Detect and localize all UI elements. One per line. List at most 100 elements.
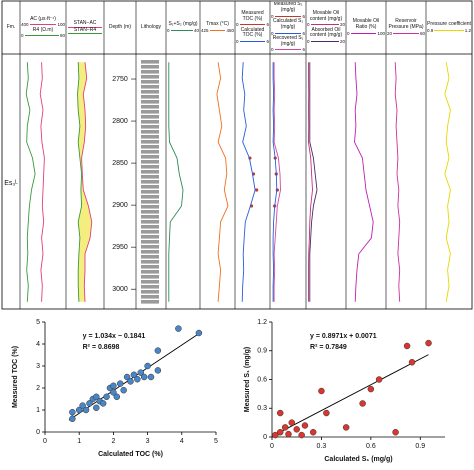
curve-name: Calculated S₁ (mg/g): [272, 18, 304, 30]
point: [288, 419, 296, 426]
track-header-box: S₁+S₂ (mg/g) 0 40: [167, 2, 199, 53]
lithology-column: [141, 60, 159, 305]
scale-min: 400: [21, 22, 29, 28]
track-header-box: AC (μs·ft⁻¹) 400 100 R4 (Ω.m) 0 80: [21, 2, 65, 53]
point: [103, 393, 110, 401]
curve-scale: 0.9 1.2: [427, 28, 471, 33]
y-axis-label: Measured S₁ (mg/g): [244, 347, 251, 413]
scale-min: 0: [307, 39, 310, 44]
x-tick-label: 3: [146, 438, 150, 445]
track-header-box: Pressure coefficient 0.9 1.2: [427, 2, 471, 53]
scale-line: [24, 35, 59, 37]
x-tick-label: 0: [270, 443, 274, 450]
track-header-box: Movable Oil Ratio (%) 0 100: [347, 2, 385, 53]
scale-max: 20: [339, 22, 345, 28]
curve-name: AC (μs·ft⁻¹): [30, 15, 56, 22]
point: [281, 424, 289, 431]
scale-line: [274, 16, 302, 18]
x-tick-label: 5: [214, 438, 218, 445]
curve-scale: 0 100: [347, 31, 385, 36]
point: [144, 362, 151, 370]
lithology-header: Lithology: [140, 23, 161, 30]
depth-header: Depth (m): [108, 23, 132, 30]
point: [86, 400, 93, 407]
scale-max: 100: [377, 30, 385, 36]
scale-max: 40: [193, 27, 199, 33]
point: [318, 387, 325, 395]
log-curve: [308, 62, 313, 302]
log-curve: [81, 62, 93, 302]
point: [285, 430, 292, 438]
scale-line: [239, 41, 266, 43]
scale-line: [310, 41, 339, 43]
curve-name: Tmax (°C): [206, 21, 229, 28]
point: [137, 369, 145, 376]
point: [392, 428, 399, 436]
depth-tick-label: 2900: [112, 202, 128, 209]
log-curve: [25, 62, 36, 302]
point: [116, 380, 124, 387]
point: [175, 325, 182, 332]
equation: y = 1.034x − 0.1841: [83, 333, 146, 340]
depth-tick-label: 2800: [112, 118, 128, 125]
point: [408, 359, 416, 366]
point: [110, 382, 117, 390]
formation-label: Es₃ᴸ: [4, 180, 18, 187]
curve-name: Reservoir Pressure (MPa): [388, 18, 424, 30]
point: [298, 431, 305, 439]
scale-line: [393, 32, 419, 34]
y-tick-label: 0: [263, 434, 267, 441]
x-tick-label: 4: [180, 438, 184, 445]
curve-scale: 20 60: [387, 31, 425, 36]
y-tick-label: 5: [36, 319, 40, 326]
curve-scale: 0 20: [307, 22, 345, 27]
scale-line: [274, 32, 302, 34]
x-axis-label: Calculated S₁ (mg/g): [324, 456, 392, 463]
scale-min: 0: [271, 30, 274, 36]
point: [82, 406, 90, 414]
point: [120, 386, 127, 394]
point: [342, 424, 350, 431]
point: [93, 404, 100, 412]
r-squared: R² = 0.8698: [83, 344, 120, 351]
x-tick-label: 0.3: [317, 443, 327, 450]
point: [140, 373, 148, 381]
point: [154, 367, 162, 374]
scale-max: 6: [302, 30, 305, 36]
r-squared: R² = 0.7849: [310, 344, 347, 351]
point: [123, 373, 131, 381]
scale-max: 6: [302, 47, 305, 53]
x-tick-label: 0.9: [415, 443, 425, 450]
scale-line: [350, 32, 377, 34]
log-curve: [309, 62, 318, 302]
point: [127, 378, 134, 385]
fm-header-box: Fm.: [3, 2, 19, 53]
point: [323, 409, 330, 417]
curve-scale: [67, 33, 103, 35]
track-header-box: Tmax (°C) 425 450: [201, 2, 234, 53]
curve-name: Pressure coefficient: [427, 21, 471, 28]
scale-max: 80: [59, 33, 65, 39]
log-curve: [39, 62, 45, 302]
depth-header-cell-box: Depth (m): [105, 2, 135, 53]
depth-tick-label: 2950: [112, 244, 128, 251]
scale-max: 1.2: [464, 27, 471, 33]
log-curve: [354, 62, 374, 302]
scale-max: 6: [266, 22, 269, 28]
point: [113, 393, 121, 401]
curve-scale: [67, 26, 103, 28]
point: [147, 373, 155, 381]
scale-min: 0: [236, 39, 239, 44]
scale-max: 20: [339, 39, 345, 44]
trendline: [271, 354, 429, 437]
scale-max: 6: [302, 13, 305, 19]
log-curve: [272, 62, 278, 302]
scale-line: [310, 24, 339, 26]
point: [403, 342, 411, 350]
depth-header-cell: Depth (m): [105, 2, 135, 53]
track-header-box: Measured S₁ (mg/g) 0 6 Calculated S₁ (mg/g)…: [271, 2, 305, 53]
